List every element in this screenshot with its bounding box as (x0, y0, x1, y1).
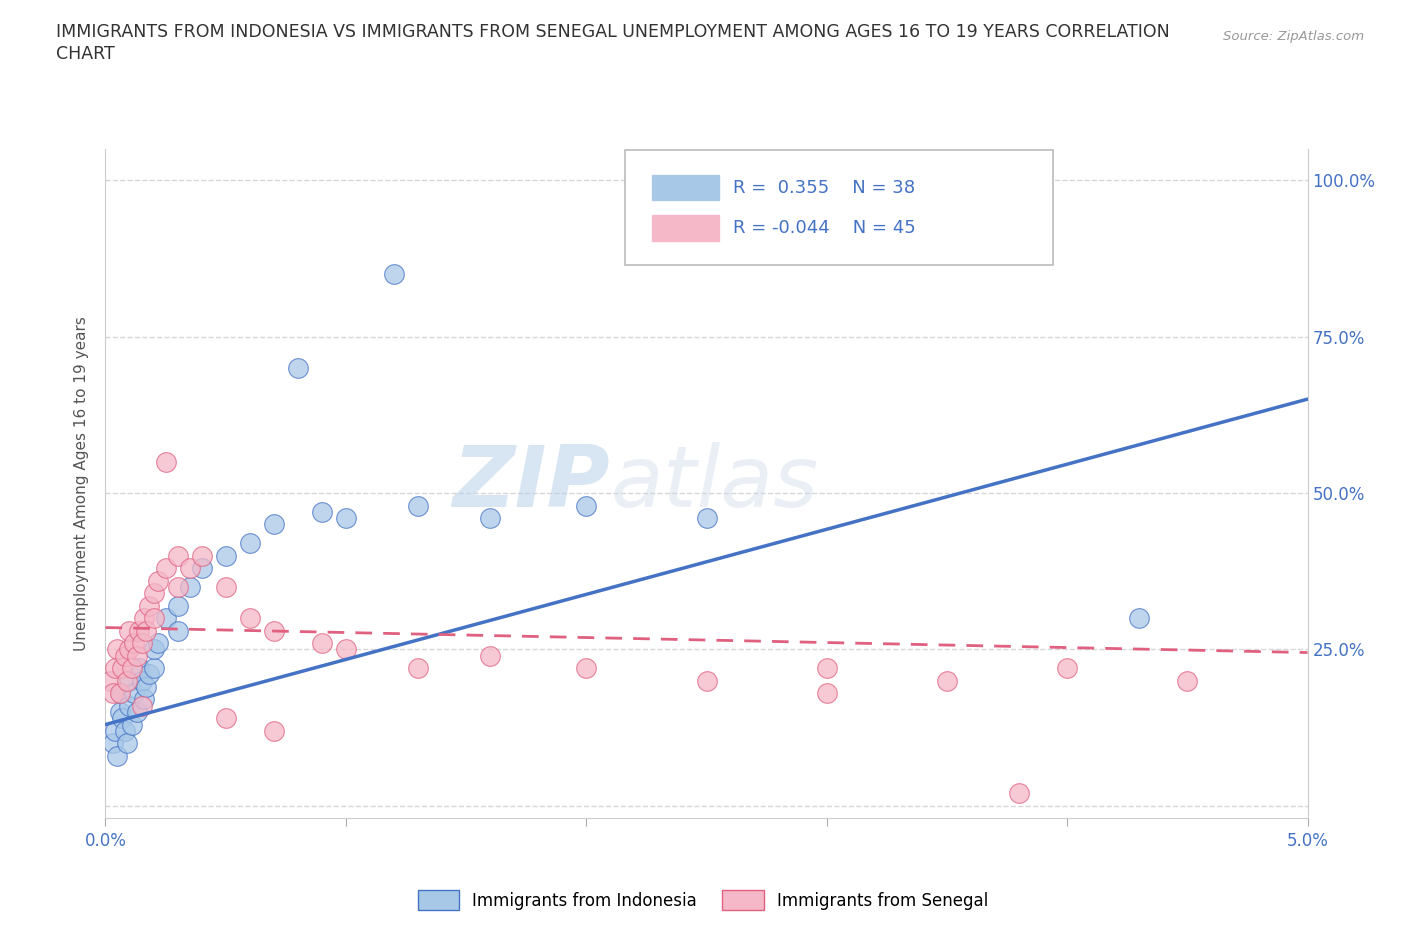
Point (135, 680, 157, 695)
Point (815, 661, 838, 676)
Point (335, 511, 357, 525)
Point (131, 673, 153, 688)
Point (118, 673, 141, 688)
Text: CHART: CHART (56, 45, 115, 62)
Point (815, 685, 838, 700)
Point (125, 705, 148, 720)
Point (1175, 673, 1198, 688)
Point (124, 636, 146, 651)
Point (382, 267, 405, 282)
Point (1056, 661, 1078, 676)
Point (179, 561, 201, 576)
Point (406, 498, 429, 513)
Point (114, 724, 136, 738)
Point (104, 661, 127, 676)
Point (214, 548, 236, 563)
Point (166, 548, 188, 563)
Point (214, 579, 236, 594)
Point (115, 673, 138, 688)
Point (115, 736, 138, 751)
Point (121, 717, 143, 732)
Point (121, 661, 143, 676)
Point (131, 636, 153, 651)
Point (118, 623, 141, 638)
Point (155, 454, 177, 469)
Point (696, 511, 718, 525)
Point (214, 711, 236, 725)
Point (111, 711, 134, 725)
Point (575, 498, 598, 513)
FancyBboxPatch shape (624, 150, 1053, 265)
Point (132, 611, 155, 626)
Point (263, 517, 285, 532)
Point (138, 667, 160, 682)
Point (138, 598, 160, 613)
Point (118, 642, 141, 657)
Point (479, 511, 502, 525)
Point (114, 648, 136, 663)
Point (936, 673, 959, 688)
Point (1128, 611, 1150, 626)
Point (263, 724, 285, 738)
Text: R = -0.044    N = 45: R = -0.044 N = 45 (733, 219, 915, 237)
Point (148, 573, 170, 588)
Point (575, 661, 598, 676)
Point (166, 598, 188, 613)
Text: atlas: atlas (610, 442, 818, 525)
Point (128, 661, 150, 676)
Bar (652, 215, 718, 241)
Point (166, 579, 188, 594)
Point (190, 561, 212, 576)
Point (101, 685, 124, 700)
Point (155, 561, 177, 576)
Point (107, 642, 129, 657)
Point (311, 636, 333, 651)
Text: R =  0.355    N = 38: R = 0.355 N = 38 (733, 179, 915, 196)
Point (142, 611, 165, 626)
Point (155, 611, 177, 626)
Point (190, 548, 212, 563)
Point (108, 705, 131, 720)
Point (101, 736, 124, 751)
Point (108, 685, 131, 700)
Point (131, 698, 153, 713)
Point (696, 673, 718, 688)
Point (98, 673, 121, 688)
Point (128, 623, 150, 638)
Point (179, 579, 201, 594)
Point (239, 611, 262, 626)
Point (108, 685, 131, 700)
Point (1008, 786, 1031, 801)
Point (132, 692, 155, 707)
Point (118, 698, 141, 713)
Point (406, 661, 429, 676)
Point (311, 504, 333, 519)
Point (135, 623, 157, 638)
Point (479, 648, 502, 663)
Point (142, 586, 165, 601)
Point (142, 642, 165, 657)
Bar (652, 175, 718, 200)
Point (148, 636, 170, 651)
Y-axis label: Unemployment Among Ages 16 to 19 years: Unemployment Among Ages 16 to 19 years (75, 316, 90, 651)
Point (125, 648, 148, 663)
Point (104, 724, 127, 738)
Point (239, 536, 262, 551)
Point (166, 623, 188, 638)
Legend: Immigrants from Indonesia, Immigrants from Senegal: Immigrants from Indonesia, Immigrants fr… (411, 884, 995, 917)
Text: Source: ZipAtlas.com: Source: ZipAtlas.com (1223, 30, 1364, 43)
Point (111, 661, 134, 676)
Text: IMMIGRANTS FROM INDONESIA VS IMMIGRANTS FROM SENEGAL UNEMPLOYMENT AMONG AGES 16 : IMMIGRANTS FROM INDONESIA VS IMMIGRANTS … (56, 23, 1170, 41)
Point (142, 661, 165, 676)
Point (263, 623, 285, 638)
Point (124, 685, 146, 700)
Point (287, 361, 309, 376)
Point (107, 749, 129, 764)
Text: ZIP: ZIP (453, 442, 610, 525)
Point (335, 642, 357, 657)
